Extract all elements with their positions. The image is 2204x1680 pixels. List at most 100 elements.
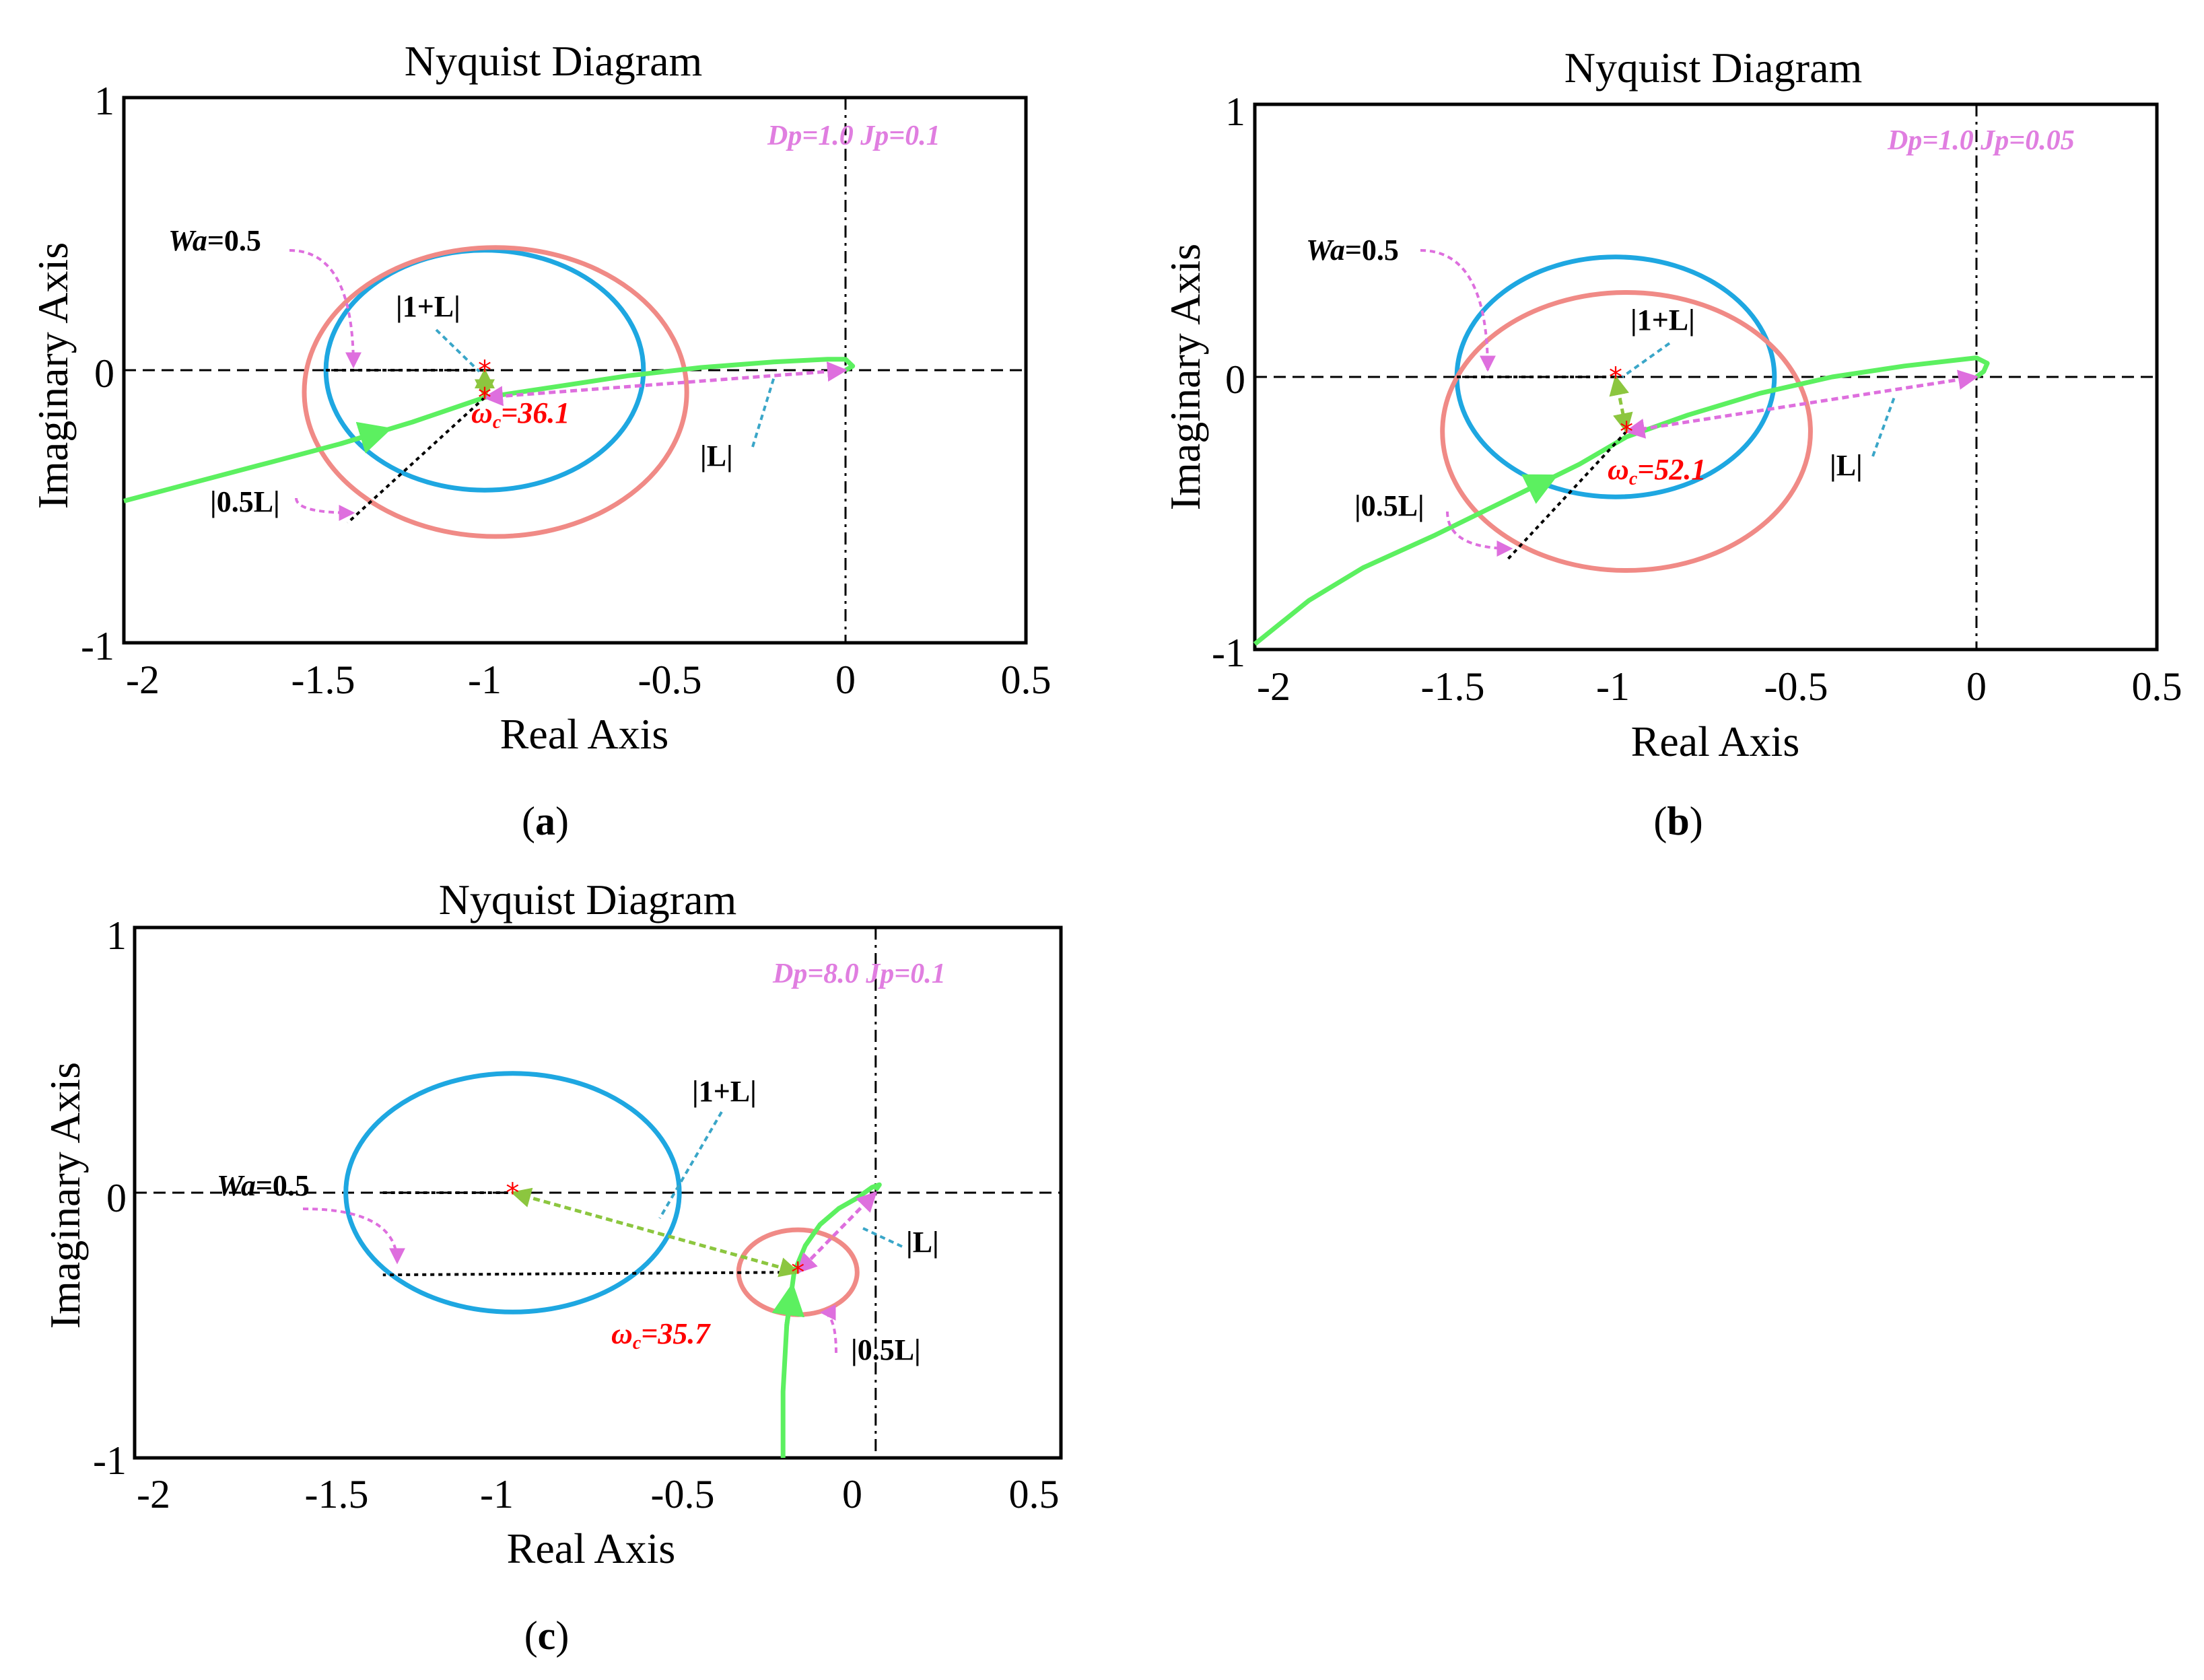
half-L-circle xyxy=(302,245,689,539)
x-tick-label: -1 xyxy=(468,658,502,702)
one-plus-L-label: |1+L| xyxy=(396,290,460,323)
x-tick-label: -1 xyxy=(1596,664,1630,709)
half-L-label: |0.5L| xyxy=(851,1333,921,1366)
caption-close: ) xyxy=(555,1613,569,1658)
half-L-radius-line xyxy=(1506,430,1628,561)
omega-subscript: c xyxy=(493,412,502,433)
y-tick-label: 1 xyxy=(106,913,127,958)
caption-close: ) xyxy=(555,799,569,843)
L-leader xyxy=(751,376,776,448)
caption-letter: a xyxy=(535,799,555,843)
curve-direction-arrow xyxy=(771,1282,805,1326)
x-axis-label: Real Axis xyxy=(507,1525,676,1572)
wa-value: =0.5 xyxy=(256,1169,310,1202)
one-plus-L-vector xyxy=(1609,375,1633,433)
y-tick-label: 0 xyxy=(106,1176,127,1220)
y-tick-label: -1 xyxy=(81,624,114,668)
L-label: |L| xyxy=(906,1226,939,1259)
x-tick-label: 0 xyxy=(842,1472,862,1516)
caption-open: ( xyxy=(522,799,535,843)
omega-subscript: c xyxy=(633,1333,642,1354)
L-vector xyxy=(1624,370,1978,439)
omega-value: =52.1 xyxy=(1637,453,1706,486)
one-plus-L-leader xyxy=(1621,342,1671,378)
half-L-leader-arrow xyxy=(1446,511,1513,557)
svg-text:Wa=0.5: Wa=0.5 xyxy=(1306,234,1399,267)
y-tick-label: 1 xyxy=(94,79,114,123)
wa-label: Wa=0.5 xyxy=(217,1169,310,1202)
caption-c: (c) xyxy=(524,1613,570,1658)
x-tick-label: -0.5 xyxy=(1764,664,1828,709)
critical-point-marker: * xyxy=(1620,417,1633,448)
x-axis-label: Real Axis xyxy=(1631,718,1800,765)
omega-symbol: ω xyxy=(471,396,493,429)
panel-c: Nyquist Diagram ** Real Axis Imaginary A… xyxy=(41,876,1063,1572)
y-axis-label: Imaginary Axis xyxy=(41,1062,89,1329)
x-tick-label: -1.5 xyxy=(305,1472,369,1516)
omega-value: =36.1 xyxy=(501,396,570,429)
omega-symbol: ω xyxy=(1608,453,1629,486)
L-vector xyxy=(796,1191,877,1274)
caption-letter: c xyxy=(538,1613,556,1658)
wa-label: Wa=0.5 xyxy=(1306,234,1399,267)
curve-direction-arrow xyxy=(1506,474,1558,504)
plot-area: ** xyxy=(135,928,1061,1458)
L-leader xyxy=(861,1226,903,1248)
chart-title: Nyquist Diagram xyxy=(405,37,703,85)
params-label: Dp=1.0 Jp=0.05 xyxy=(1887,125,2075,156)
one-plus-L-label: |1+L| xyxy=(1630,304,1695,337)
caption-a: (a) xyxy=(522,799,569,843)
curve-direction-arrow xyxy=(339,421,392,454)
wa-symbol: Wa xyxy=(1306,234,1345,267)
caption-close: ) xyxy=(1690,799,1703,843)
x-axis-label: Real Axis xyxy=(500,710,669,758)
x-tick-label: -0.5 xyxy=(651,1472,715,1516)
one-plus-L-label: |1+L| xyxy=(692,1075,757,1108)
half-L-leader-arrow xyxy=(819,1304,837,1354)
caption-letter: b xyxy=(1667,799,1689,843)
critical-point-marker: * xyxy=(1609,362,1622,393)
wa-label: Wa=0.5 xyxy=(168,224,261,257)
L-label: |L| xyxy=(1830,449,1863,482)
caption-b: (b) xyxy=(1653,799,1702,843)
L-leader xyxy=(1871,396,1896,457)
critical-point-marker: * xyxy=(506,1178,519,1209)
panel-b: Nyquist Diagram ** Real Axis Imaginary A… xyxy=(1161,44,2182,765)
y-tick-label: 1 xyxy=(1225,90,1245,134)
x-tick-label: -1 xyxy=(480,1472,514,1516)
plot-area: ** xyxy=(1253,104,2157,650)
half-L-radius-line xyxy=(382,1271,798,1277)
x-tick-label: 0 xyxy=(1966,664,1987,709)
wa-symbol: Wa xyxy=(168,224,207,257)
plot-area: ** xyxy=(123,98,1026,643)
y-tick-label: 0 xyxy=(94,351,114,396)
L-vector xyxy=(483,361,848,407)
critical-point-marker: * xyxy=(791,1257,804,1288)
x-tick-label: -2 xyxy=(137,1472,170,1516)
panel-a: Nyquist Diagram ** Real Axis Imaginary A… xyxy=(29,37,1052,758)
x-tick-label: -1.5 xyxy=(291,658,355,702)
omega-label: ωc=52.1 xyxy=(1608,453,1706,489)
caption-open: ( xyxy=(524,1613,538,1658)
half-L-radius-line xyxy=(346,396,486,524)
wa-leader-arrow xyxy=(1420,249,1496,372)
omega-subscript: c xyxy=(1629,468,1638,489)
omega-label: ωc=35.7 xyxy=(611,1317,711,1354)
params-label: Dp=1.0 Jp=0.1 xyxy=(767,120,940,151)
svg-text:Wa=0.5: Wa=0.5 xyxy=(168,224,261,257)
y-tick-label: 0 xyxy=(1225,357,1245,402)
critical-point-marker: * xyxy=(478,355,491,386)
omega-value: =35.7 xyxy=(641,1317,711,1350)
x-tick-label: -2 xyxy=(126,658,160,702)
half-L-leader-arrow xyxy=(295,497,355,521)
omega-symbol: ω xyxy=(611,1317,633,1350)
y-axis-label: Imaginary Axis xyxy=(1161,244,1209,510)
chart-title: Nyquist Diagram xyxy=(1564,44,1863,92)
one-plus-L-leader xyxy=(658,1111,723,1220)
caption-open: ( xyxy=(1653,799,1667,843)
wa-value: =0.5 xyxy=(1345,234,1399,267)
x-tick-label: 0.5 xyxy=(2132,664,2182,709)
wa-leader-arrow xyxy=(289,249,361,369)
one-plus-L-vector xyxy=(510,1187,800,1278)
